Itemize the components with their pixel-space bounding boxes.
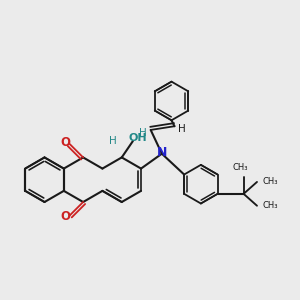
Text: CH₃: CH₃: [233, 163, 248, 172]
Text: OH: OH: [128, 133, 147, 143]
Text: H: H: [178, 124, 186, 134]
Text: H: H: [140, 128, 147, 138]
Text: N: N: [157, 146, 167, 160]
Text: O: O: [60, 136, 70, 149]
Text: O: O: [60, 210, 70, 224]
Text: H: H: [109, 136, 117, 146]
Text: CH₃: CH₃: [263, 201, 278, 210]
Text: CH₃: CH₃: [263, 178, 278, 187]
